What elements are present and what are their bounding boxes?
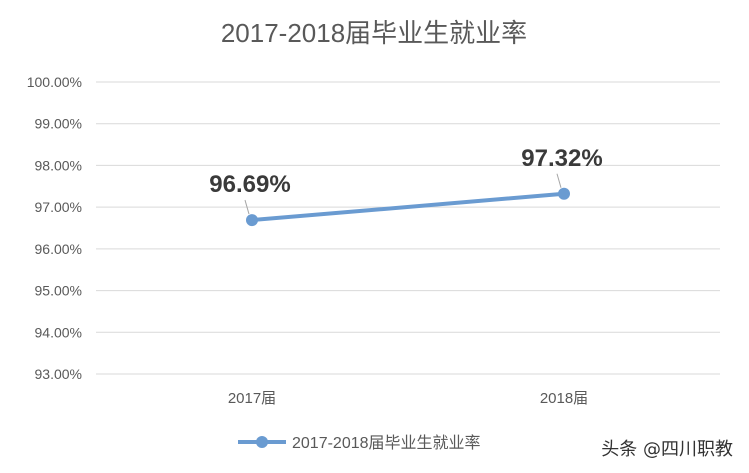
x-category-label: 2018届 (540, 390, 588, 407)
label-leader-line (556, 173, 562, 188)
y-tick-label: 100.00% (27, 74, 82, 90)
series-line (250, 191, 566, 223)
series (246, 187, 570, 227)
y-tick-label: 99.00% (35, 116, 82, 132)
data-label: 96.69% (209, 171, 290, 198)
watermark-text: 头条 @四川职教 (601, 439, 733, 460)
data-labels: 96.69% 97.32% (209, 145, 603, 215)
x-category-label: 2017届 (228, 390, 276, 407)
y-tick-label: 94.00% (35, 324, 82, 340)
chart-title: 2017-2018届毕业生就业率 (221, 18, 527, 48)
legend: 2017-2018届毕业生就业率 (238, 434, 481, 452)
legend-series-name: 2017-2018届毕业生就业率 (292, 434, 481, 452)
gridlines (96, 81, 720, 375)
label-leader-line (244, 199, 250, 215)
data-label: 97.32% (521, 145, 602, 172)
y-tick-label: 96.00% (35, 241, 82, 257)
y-tick-label: 98.00% (35, 157, 82, 173)
x-axis-category-labels: 2017届 2018届 (228, 390, 588, 407)
legend-marker-swatch (256, 436, 268, 448)
data-point (246, 214, 258, 227)
y-axis-tick-labels: 93.00% 94.00% 95.00% 96.00% 97.00% 98.00% 99.0… (27, 74, 82, 382)
data-point (558, 187, 570, 200)
y-tick-label: 97.00% (35, 199, 82, 215)
y-tick-label: 95.00% (35, 283, 82, 299)
y-tick-label: 93.00% (35, 366, 82, 382)
